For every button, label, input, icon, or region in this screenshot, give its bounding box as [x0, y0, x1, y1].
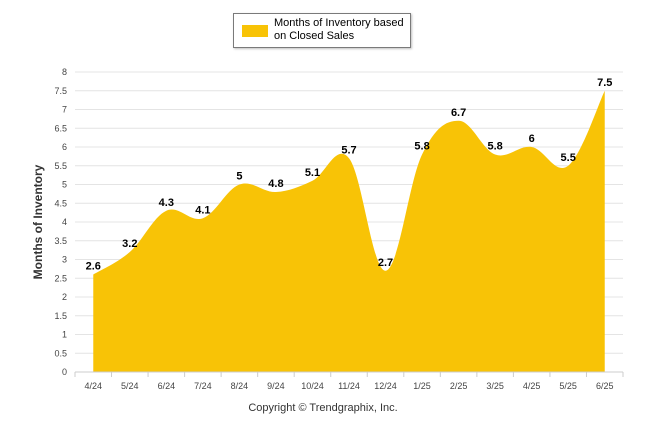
legend[interactable]: Months of Inventory based on Closed Sale…: [233, 13, 411, 48]
y-tick-label: 3.5: [54, 236, 67, 246]
data-point: [201, 217, 204, 220]
y-tick-label: 6: [62, 142, 67, 152]
data-point: [494, 153, 497, 156]
legend-swatch: [242, 25, 268, 37]
x-tick-label: 8/24: [231, 381, 249, 391]
y-tick-label: 4: [62, 217, 67, 227]
data-point: [238, 183, 241, 186]
x-tick-label: 9/24: [267, 381, 285, 391]
y-tick-label: 1: [62, 330, 67, 340]
y-tick-label: 7: [62, 105, 67, 115]
data-label: 2.6: [86, 261, 101, 273]
y-tick-label: 1.5: [54, 311, 67, 321]
y-tick-label: 0.5: [54, 348, 67, 358]
data-point: [128, 251, 131, 254]
data-label: 5.7: [341, 144, 356, 156]
y-tick-label: 4.5: [54, 198, 67, 208]
data-label: 5.5: [561, 152, 576, 164]
y-tick-label: 7.5: [54, 86, 67, 96]
x-tick-label: 4/24: [85, 381, 103, 391]
x-tick-label: 11/24: [338, 381, 360, 391]
y-tick-label: 5.5: [54, 161, 67, 171]
y-tick-labels: 0 0.5 1 1.5 2 2.5 3 3.5 4 4.5 5 5.5 6 6.5 7 7.5 8: [54, 67, 67, 377]
y-axis-title: Months of Inventory: [31, 164, 45, 279]
x-tick-label: 12/24: [374, 381, 397, 391]
data-label: 4.8: [268, 178, 283, 190]
data-point: [274, 191, 277, 194]
data-point: [603, 89, 606, 92]
data-label: 6.7: [451, 107, 466, 119]
y-tick-label: 3: [62, 255, 67, 265]
x-tick-label: 5/25: [559, 381, 577, 391]
x-tick-label: 2/25: [450, 381, 468, 391]
data-label: 4.1: [195, 204, 210, 216]
area-fill: [93, 90, 605, 372]
x-tick-label: 4/25: [523, 381, 541, 391]
y-tick-label: 0: [62, 367, 67, 377]
data-point: [567, 164, 570, 167]
data-point: [384, 269, 387, 272]
x-tick-label: 6/24: [158, 381, 176, 391]
y-tick-label: 2.5: [54, 273, 67, 283]
x-tick-label: 3/25: [486, 381, 504, 391]
y-tick-label: 5: [62, 180, 67, 190]
x-tick-label: 1/25: [413, 381, 431, 391]
legend-label: Months of Inventory based on Closed Sale…: [274, 17, 404, 42]
data-point: [348, 157, 351, 160]
area-series: [92, 89, 606, 372]
data-label: 2.7: [378, 257, 393, 269]
data-label: 7.5: [597, 77, 612, 89]
data-label: 5.1: [305, 167, 320, 179]
data-point: [165, 209, 168, 212]
x-tick-label: 5/24: [121, 381, 139, 391]
data-label: 6: [529, 133, 535, 145]
x-tick-labels: 4/24 5/24 6/24 7/24 8/24 9/24 10/24 11/24 12/24 1…: [85, 381, 614, 391]
x-tick-label: 6/25: [596, 381, 614, 391]
data-point: [530, 146, 533, 149]
data-label: 5: [236, 171, 242, 183]
data-labels: 2.6 3.2 4.3 4.1 5 4.8 5.1 5.7 2.7 5.8 6.7 5.8 6 5.5 7.…: [86, 77, 613, 273]
data-label: 5.8: [414, 141, 429, 153]
data-point: [311, 179, 314, 182]
data-label: 5.8: [487, 141, 502, 153]
y-tick-label: 6.5: [54, 123, 67, 133]
x-tick-label: 7/24: [194, 381, 212, 391]
y-tick-label: 8: [62, 67, 67, 77]
data-label: 4.3: [159, 197, 174, 209]
data-point: [421, 153, 424, 156]
copyright-text: Copyright © Trendgraphix, Inc.: [248, 402, 398, 414]
axes: [74, 371, 624, 377]
data-point: [92, 273, 95, 276]
data-point: [457, 119, 460, 122]
data-label: 3.2: [122, 238, 137, 250]
x-tick-label: 10/24: [301, 381, 324, 391]
y-tick-label: 2: [62, 292, 67, 302]
